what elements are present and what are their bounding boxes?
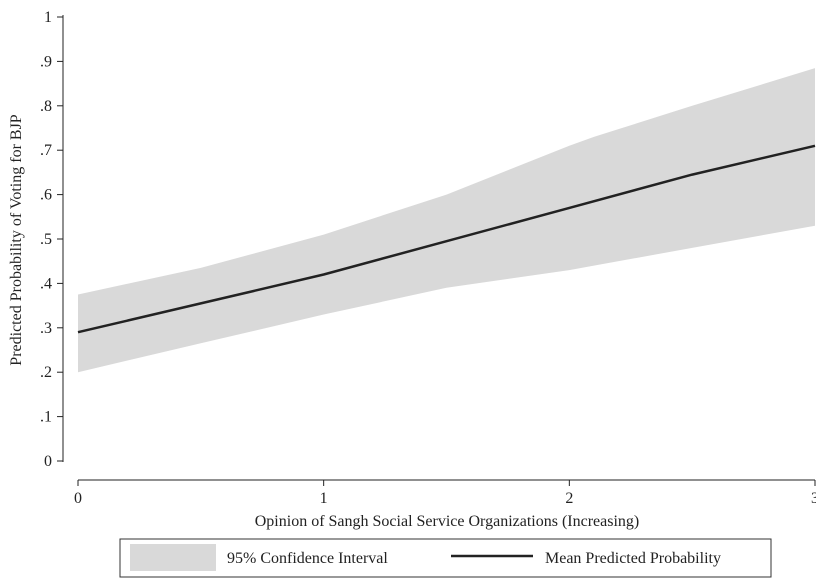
y-tick-label: .8 xyxy=(40,98,52,115)
axes: 0 .1 .2 .3 .4 .5 .6 .7 .8 .9 1 0 1 2 3 xyxy=(40,9,816,507)
plot-area xyxy=(77,68,816,373)
y-tick-label: .4 xyxy=(40,275,52,292)
confidence-interval-band xyxy=(78,68,815,373)
x-tick-label: 0 xyxy=(74,490,82,507)
legend-label-mean-line: Mean Predicted Probability xyxy=(545,550,721,567)
y-tick-label: .5 xyxy=(40,231,52,248)
y-tick-label: .9 xyxy=(40,53,52,70)
y-tick-label: .6 xyxy=(40,187,52,204)
legend-label-confidence-interval: 95% Confidence Interval xyxy=(227,550,388,567)
y-tick-label: .2 xyxy=(40,364,52,381)
legend-box xyxy=(119,538,772,578)
legend: 95% Confidence Interval Mean Predicted P… xyxy=(119,538,772,578)
y-tick-label: .1 xyxy=(40,409,52,426)
y-tick-label: .7 xyxy=(40,142,52,159)
x-axis-title: Opinion of Sangh Social Service Organiza… xyxy=(255,513,640,530)
y-tick-label: .3 xyxy=(40,320,52,337)
y-tick-label: 1 xyxy=(44,9,52,26)
mean-predicted-probability-line xyxy=(77,144,816,334)
legend-swatch-confidence-interval xyxy=(130,544,216,571)
y-axis-title: Predicted Probability of Voting for BJP xyxy=(8,114,25,366)
x-tick-label: 2 xyxy=(565,490,573,507)
x-tick-label: 3 xyxy=(811,490,816,507)
x-tick-label: 1 xyxy=(320,490,328,507)
y-tick-label: 0 xyxy=(44,453,52,470)
